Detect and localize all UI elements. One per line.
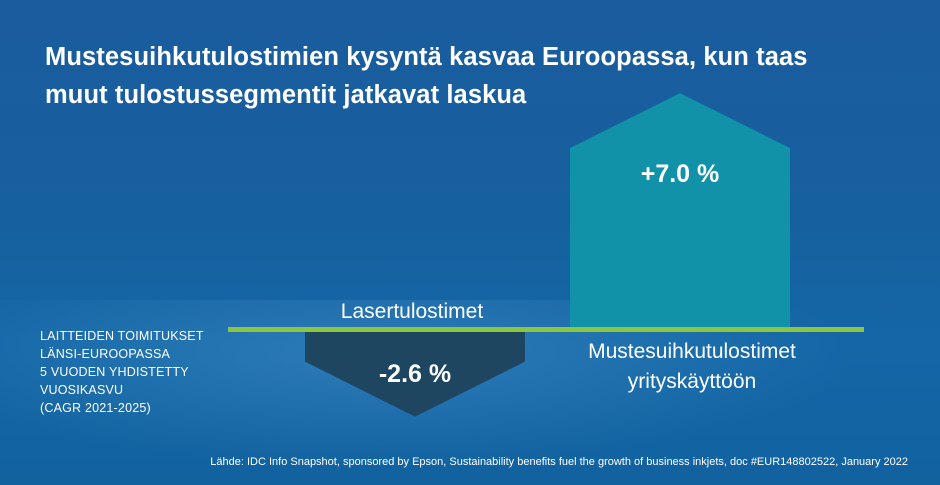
value-label: -2.6 % <box>379 360 451 388</box>
note-line: (CAGR 2021-2025) <box>40 401 151 415</box>
page-title: Mustesuihkutulostimien kysyntä kasvaa Eu… <box>45 43 808 109</box>
shipments-note: LAITTEIDEN TOIMITUKSET LÄNSI-EUROOPASSA … <box>40 327 240 417</box>
value-label: +7.0 % <box>641 160 720 188</box>
note-line: LÄNSI-EUROOPASSA <box>40 347 171 361</box>
negative-bar <box>305 329 525 417</box>
source-note: Lähde: IDC Info Snapshot, sponsored by E… <box>210 456 908 468</box>
note-line: VUOSIKASVU <box>40 383 124 397</box>
category-label: Lasertulostimet <box>341 300 484 323</box>
category-label: Mustesuihkutulostimet <box>588 340 796 363</box>
positive-bar <box>570 93 790 329</box>
note-line: LAITTEIDEN TOIMITUKSET <box>40 329 204 343</box>
note-line: 5 VUODEN YHDISTETTY <box>40 365 189 379</box>
baseline-axis <box>228 327 864 332</box>
category-label: yrityskäyttöön <box>628 370 756 393</box>
